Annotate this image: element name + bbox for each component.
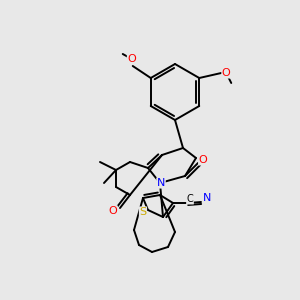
Text: O: O xyxy=(128,54,136,64)
Text: S: S xyxy=(140,207,147,217)
Text: O: O xyxy=(199,155,207,165)
Text: N: N xyxy=(203,193,211,203)
Text: O: O xyxy=(222,68,231,78)
Text: O: O xyxy=(109,206,117,216)
Text: C: C xyxy=(187,194,194,204)
Text: N: N xyxy=(157,178,165,188)
